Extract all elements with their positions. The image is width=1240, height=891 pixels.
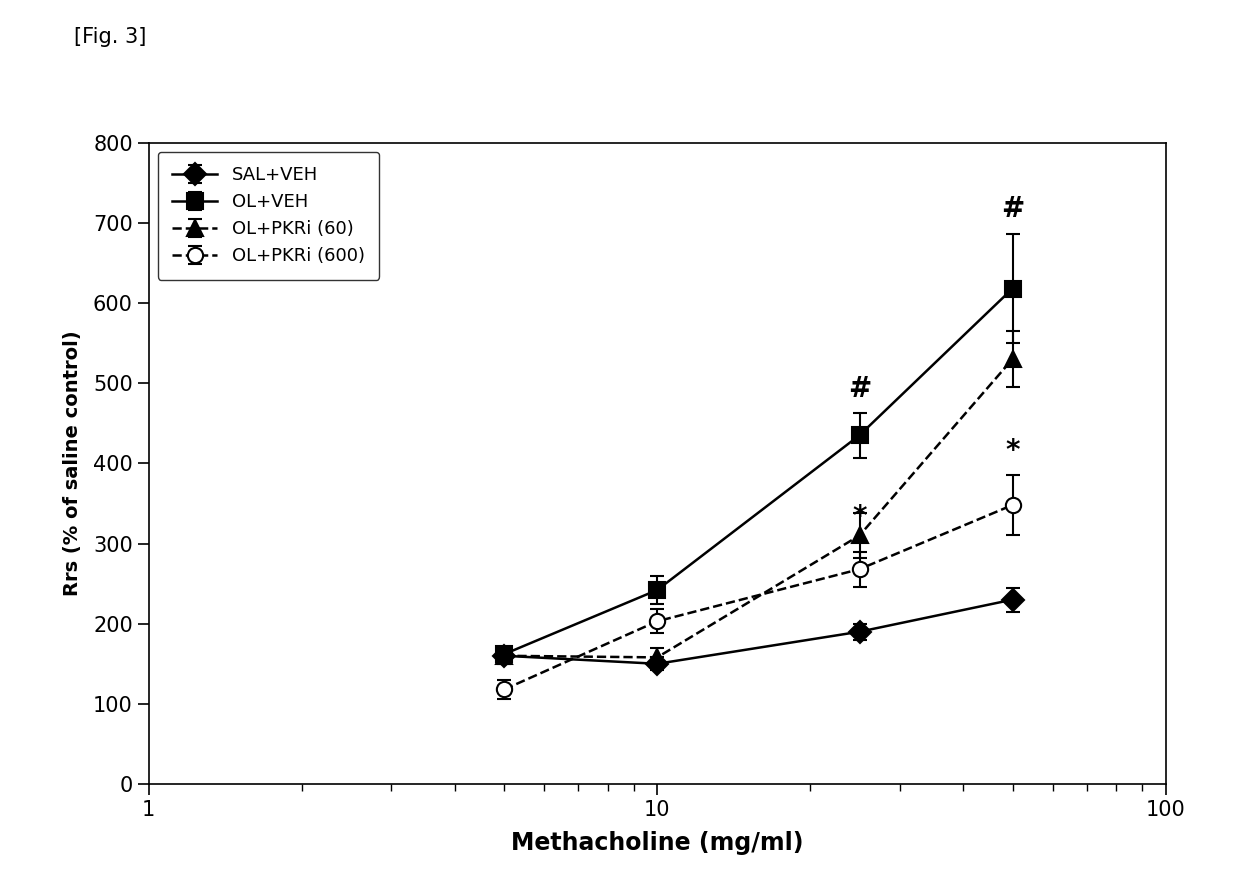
Legend: SAL+VEH, OL+VEH, OL+PKRi (60), OL+PKRi (600): SAL+VEH, OL+VEH, OL+PKRi (60), OL+PKRi (… — [157, 151, 379, 280]
Text: *: * — [852, 503, 867, 531]
Text: #: # — [848, 375, 872, 403]
Text: [Fig. 3]: [Fig. 3] — [74, 27, 146, 46]
Y-axis label: Rrs (% of saline control): Rrs (% of saline control) — [63, 331, 82, 596]
Text: *: * — [1006, 437, 1019, 465]
X-axis label: Methacholine (mg/ml): Methacholine (mg/ml) — [511, 831, 804, 855]
Text: #: # — [1001, 195, 1024, 223]
